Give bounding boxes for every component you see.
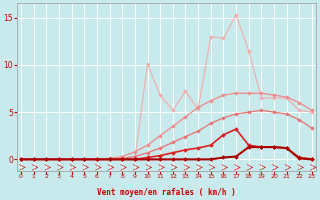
X-axis label: Vent moyen/en rafales ( km/h ): Vent moyen/en rafales ( km/h ) [97,188,236,197]
